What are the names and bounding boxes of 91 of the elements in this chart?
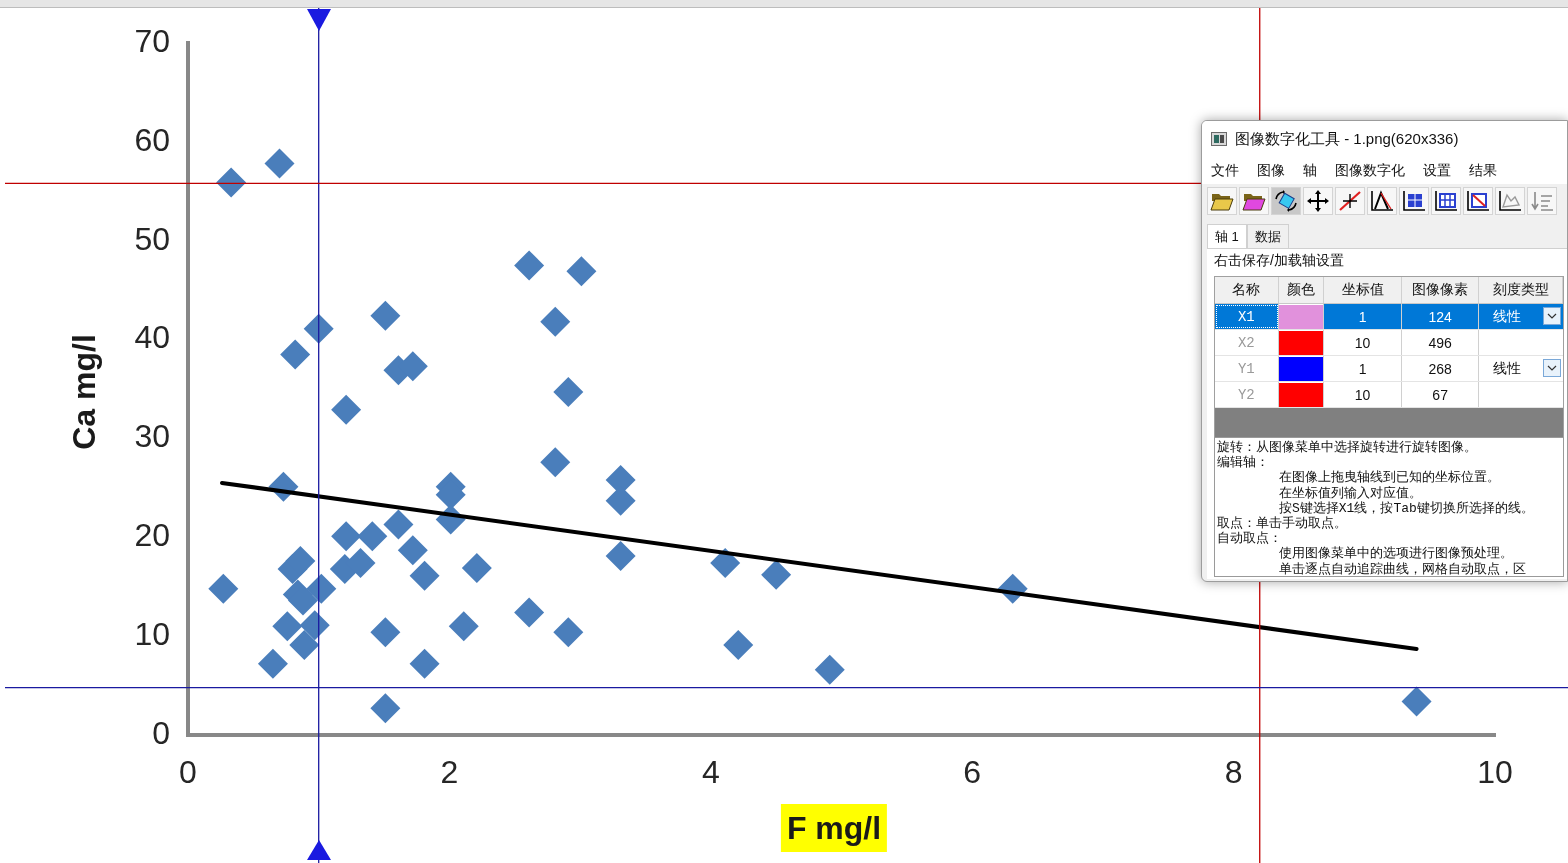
point (216, 167, 247, 198)
annotation: 图像 (1257, 161, 1285, 180)
annotation: 刻度类型 (1479, 277, 1563, 303)
point (540, 306, 571, 337)
annotation: 1 (1324, 304, 1402, 329)
x-tick-label: 8 (1224, 754, 1243, 791)
annotation: 在图像上拖曳轴线到已知的坐标位置。 (1278, 470, 1501, 486)
point (331, 521, 362, 552)
annotation: 文件 (1211, 161, 1239, 180)
point (264, 148, 295, 179)
annotation: 图像数字化 (1335, 161, 1405, 180)
point (566, 256, 597, 287)
point (272, 611, 303, 642)
point (553, 376, 584, 407)
point (461, 552, 492, 583)
annotation: 67 (1401, 382, 1480, 407)
point (553, 617, 584, 648)
annotation: 10 (1324, 382, 1402, 407)
point (605, 541, 636, 572)
point (306, 573, 337, 604)
point (370, 300, 401, 331)
point (514, 250, 545, 281)
annotation: 名称 (1215, 277, 1279, 303)
annotation: 线性 (1493, 307, 1522, 326)
annotation: 设置 (1423, 161, 1451, 180)
annotation: 图像像素 (1401, 277, 1480, 303)
y-tick-label: 10 (134, 615, 170, 652)
annotation: 124 (1401, 304, 1480, 329)
point (289, 630, 320, 661)
annotation: 轴 (1303, 161, 1317, 180)
point (448, 611, 479, 642)
point (299, 610, 330, 641)
annotation: 使用图像菜单中的选项进行图像预处理。 (1278, 546, 1514, 562)
point (257, 648, 288, 679)
annotation: 1 (1324, 356, 1402, 381)
point (280, 339, 311, 370)
text: 图像数字化工具 - 1.png(620x336) (1235, 129, 1459, 149)
x-tick-label: 4 (701, 754, 720, 791)
point (397, 535, 428, 566)
x-axis-title: F mg/l (780, 804, 888, 852)
point (710, 547, 741, 578)
annotation: 结果 (1469, 161, 1497, 180)
point (357, 521, 388, 552)
annotation: 10 (1324, 330, 1402, 355)
y-tick-label: 70 (134, 22, 170, 59)
y-tick-label: 50 (134, 220, 170, 257)
annotation: 自动取点： (1217, 531, 1283, 547)
annotation: 编辑轴： (1217, 455, 1270, 471)
point (285, 546, 316, 577)
annotation: X2 (1215, 330, 1279, 355)
point (514, 597, 545, 628)
annotation: 取点：单击手动取点。 (1217, 516, 1348, 531)
y-tick-label: 40 (134, 319, 170, 356)
point (540, 447, 571, 478)
point (761, 559, 792, 590)
x-tick-label: 10 (1477, 754, 1513, 791)
annotation: 268 (1401, 356, 1480, 381)
annotation: 轴 1 (1207, 224, 1247, 249)
annotation: 数据 (1246, 224, 1289, 250)
point (370, 617, 401, 648)
point (288, 585, 319, 616)
point (331, 394, 362, 425)
annotation: 右击保存/加载轴设置 (1214, 252, 1344, 270)
annotation: 颜色 (1278, 277, 1325, 303)
annotation: 旋转：从图像菜单中选择旋转进行旋转图像。 (1217, 440, 1478, 455)
point (303, 313, 334, 344)
annotation: 坐标值 (1324, 277, 1402, 303)
annotation: 线性 (1493, 359, 1522, 378)
y-tick-label: 30 (134, 418, 170, 455)
annotation: X1 (1215, 304, 1279, 329)
y-tick-label: 20 (134, 517, 170, 554)
x-tick-label: 0 (179, 754, 197, 791)
point (409, 648, 440, 679)
point (383, 509, 414, 540)
annotation: 496 (1401, 330, 1480, 355)
point (814, 654, 845, 685)
point (723, 630, 754, 661)
annotation: Y1 (1215, 356, 1279, 381)
x-tick-label: 2 (440, 754, 459, 791)
point (1401, 686, 1432, 717)
y-tick-label: 60 (134, 121, 170, 158)
point (370, 693, 401, 724)
y-tick-label: 0 (152, 714, 170, 751)
y-axis-title: Ca mg/l (65, 334, 103, 450)
point (208, 573, 239, 604)
annotation: 按S键选择X1线，按Tab键切换所选择的线。 (1278, 500, 1535, 516)
annotation: 在坐标值列输入对应值。 (1278, 485, 1423, 501)
annotation: 单击逐点自动追踪曲线，网格自动取点，区 (1278, 561, 1527, 577)
point (409, 560, 440, 591)
x-tick-label: 6 (963, 754, 982, 791)
annotation: Y2 (1215, 382, 1279, 407)
